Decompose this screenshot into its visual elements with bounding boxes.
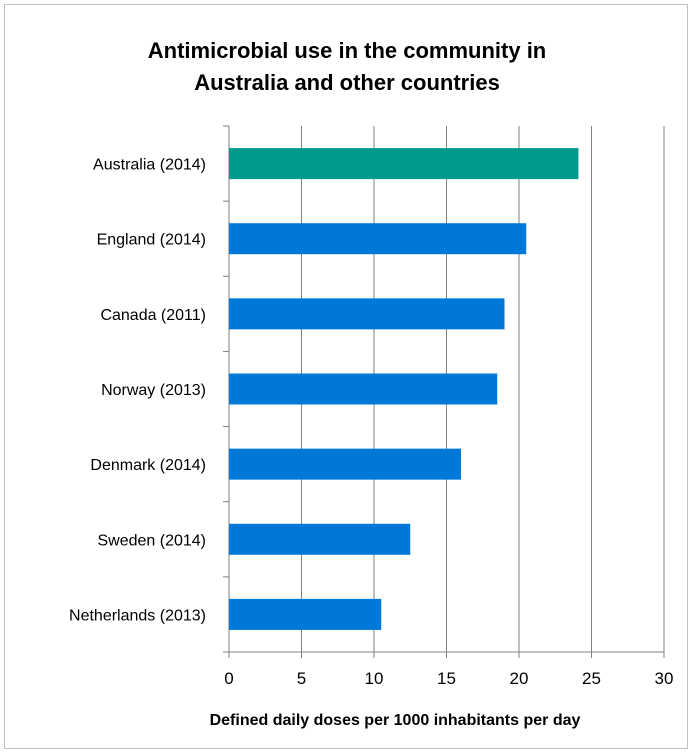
x-tick-label-6: 30 — [655, 669, 674, 688]
category-label-1: England (2014) — [97, 232, 206, 249]
bar-3 — [229, 373, 498, 405]
category-label-4: Denmark (2014) — [90, 457, 206, 474]
bar-6 — [229, 598, 382, 630]
bar-0 — [229, 148, 579, 180]
x-tick-label-1: 5 — [297, 669, 306, 688]
bar-4 — [229, 448, 461, 480]
category-label-2: Canada (2011) — [100, 307, 206, 324]
category-label-5: Sweden (2014) — [97, 532, 206, 549]
bar-2 — [229, 298, 505, 330]
x-tick-label-5: 25 — [582, 669, 601, 688]
category-label-6: Netherlands (2013) — [69, 607, 206, 624]
category-label-0: Australia (2014) — [93, 157, 206, 174]
category-label-3: Norway (2013) — [101, 382, 206, 399]
chart-title: Antimicrobial use in the community in Au… — [5, 35, 689, 99]
x-tick-label-2: 10 — [365, 669, 384, 688]
x-axis-title: Defined daily doses per 1000 inhabitants… — [210, 712, 581, 729]
bar-1 — [229, 223, 527, 255]
x-tick-label-4: 20 — [510, 669, 529, 688]
chart-title-line-2: Australia and other countries — [194, 70, 500, 95]
chart-title-line-1: Antimicrobial use in the community in — [147, 38, 547, 63]
bar-5 — [229, 523, 411, 555]
x-tick-label-3: 15 — [437, 669, 456, 688]
x-tick-label-0: 0 — [224, 669, 233, 688]
